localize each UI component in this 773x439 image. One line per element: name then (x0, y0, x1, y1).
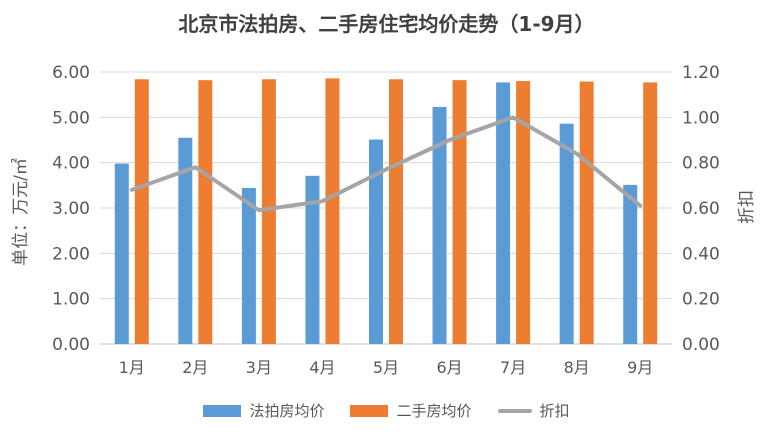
y-tick-label: 4.00 (52, 154, 90, 174)
bar-resale (452, 80, 467, 344)
right-axis-label: 折扣 (737, 190, 757, 224)
bar-resale (579, 81, 594, 345)
y2-tick-label: 1.00 (682, 108, 720, 128)
x-tick-label: 5月 (373, 358, 399, 377)
gridlines (100, 71, 672, 345)
x-tick-label: 6月 (436, 358, 462, 377)
y2-tick-label: 0.20 (682, 290, 720, 310)
chart-title: 北京市法拍房、二手房住宅均价走势（1-9月） (178, 12, 595, 36)
bar-resale (261, 79, 276, 345)
bar-auction (559, 123, 574, 345)
bar-resale (325, 78, 340, 344)
legend-label-resale: 二手房均价 (396, 402, 472, 420)
x-tick-label: 1月 (119, 358, 145, 377)
left-axis-label: 单位：万元/㎡ (11, 158, 31, 266)
y-tick-label: 3.00 (52, 199, 90, 219)
x-tick-label: 2月 (182, 358, 208, 377)
bar-resale (389, 79, 403, 345)
legend-item-resale: 二手房均价 (350, 400, 472, 421)
bar-auction (432, 106, 447, 344)
y-tick-label: 6.00 (52, 63, 90, 83)
y-tick-label: 1.00 (52, 290, 90, 310)
x-tick-label: 8月 (564, 358, 590, 377)
y-tick-label: 5.00 (52, 108, 90, 128)
legend-swatch-resale (350, 404, 389, 417)
x-tick-label: 9月 (627, 358, 653, 377)
legend-item-auction: 法拍房均价 (203, 400, 324, 421)
legend-swatch-auction (203, 404, 242, 417)
y2-tick-label: 0.80 (682, 154, 720, 174)
bar-auction (623, 184, 638, 344)
bar-auction (369, 139, 383, 344)
x-tick-label: 7月 (500, 358, 526, 377)
legend-label-discount: 折扣 (539, 402, 570, 420)
bar-resale (134, 79, 149, 345)
x-axis-ticks: 1月 2月 3月 4月 5月 6月 7月 8月 9月 (119, 358, 654, 377)
bar-resale (198, 80, 213, 344)
bar-auction (114, 163, 129, 344)
discount-line (129, 115, 643, 213)
y2-tick-label: 0.40 (682, 244, 720, 264)
y-tick-label: 0.00 (52, 335, 90, 355)
legend-item-discount: 折扣 (497, 400, 570, 421)
bar-auction (496, 82, 511, 344)
x-tick-label: 4月 (309, 358, 335, 377)
y-tick-label: 2.00 (52, 244, 90, 264)
x-tick-label: 3月 (246, 358, 272, 377)
bar-resale (643, 82, 658, 344)
y2-tick-label: 0.60 (682, 199, 720, 219)
bar-auction (305, 175, 320, 344)
bar-auction (178, 137, 193, 344)
legend-swatch-discount (497, 408, 532, 413)
bar-series (114, 78, 658, 345)
legend-label-auction: 法拍房均价 (249, 402, 325, 420)
bar-resale (516, 81, 531, 345)
y2-tick-label: 1.20 (682, 63, 720, 83)
bar-auction (241, 188, 256, 344)
y2-tick-label: 0.00 (682, 335, 720, 355)
left-axis-ticks: 0.00 1.00 2.00 3.00 4.00 5.00 6.00 (52, 63, 90, 355)
right-axis-ticks: 0.00 0.20 0.40 0.60 0.80 1.00 1.20 (682, 63, 720, 355)
chart-legend: 法拍房均价 二手房均价 折扣 (0, 400, 773, 421)
